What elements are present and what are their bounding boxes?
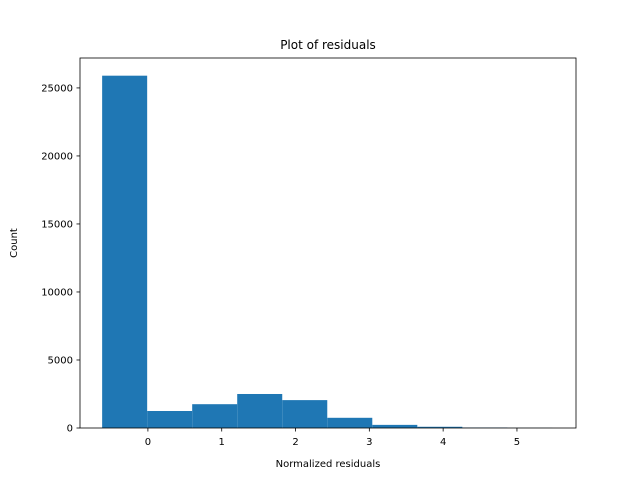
histogram-bar-3 bbox=[237, 393, 283, 428]
histogram-bar-5 bbox=[327, 417, 373, 428]
chart-title: Plot of residuals bbox=[280, 38, 376, 52]
x-axis-ticks: 0 1 2 3 4 5 bbox=[145, 428, 520, 448]
histogram-bar-1 bbox=[147, 410, 193, 428]
histogram-bar-0 bbox=[102, 75, 148, 428]
histogram-bar-7 bbox=[417, 426, 463, 428]
histogram-bar-2 bbox=[192, 404, 238, 428]
x-tick-label: 0 bbox=[145, 437, 151, 448]
y-tick-label: 5000 bbox=[48, 355, 73, 366]
x-tick-label: 2 bbox=[292, 437, 298, 448]
y-tick-label: 25000 bbox=[41, 83, 73, 94]
y-tick-label: 10000 bbox=[41, 287, 73, 298]
x-tick-label: 3 bbox=[366, 437, 372, 448]
plot-frame bbox=[79, 57, 577, 429]
y-axis-ticks: 0 5000 10000 15000 20000 25000 bbox=[41, 83, 80, 435]
y-tick-label: 20000 bbox=[41, 151, 73, 162]
x-tick-label: 1 bbox=[219, 437, 225, 448]
x-tick-label: 5 bbox=[514, 437, 520, 448]
bars-group bbox=[102, 75, 553, 428]
histogram-bar-6 bbox=[372, 424, 418, 428]
y-axis-label: Count bbox=[9, 228, 20, 258]
y-tick-label: 15000 bbox=[41, 219, 73, 230]
histogram-bar-4 bbox=[282, 400, 328, 428]
y-tick-label: 0 bbox=[67, 424, 73, 435]
x-tick-label: 4 bbox=[440, 437, 446, 448]
x-axis-label: Normalized residuals bbox=[276, 459, 381, 470]
